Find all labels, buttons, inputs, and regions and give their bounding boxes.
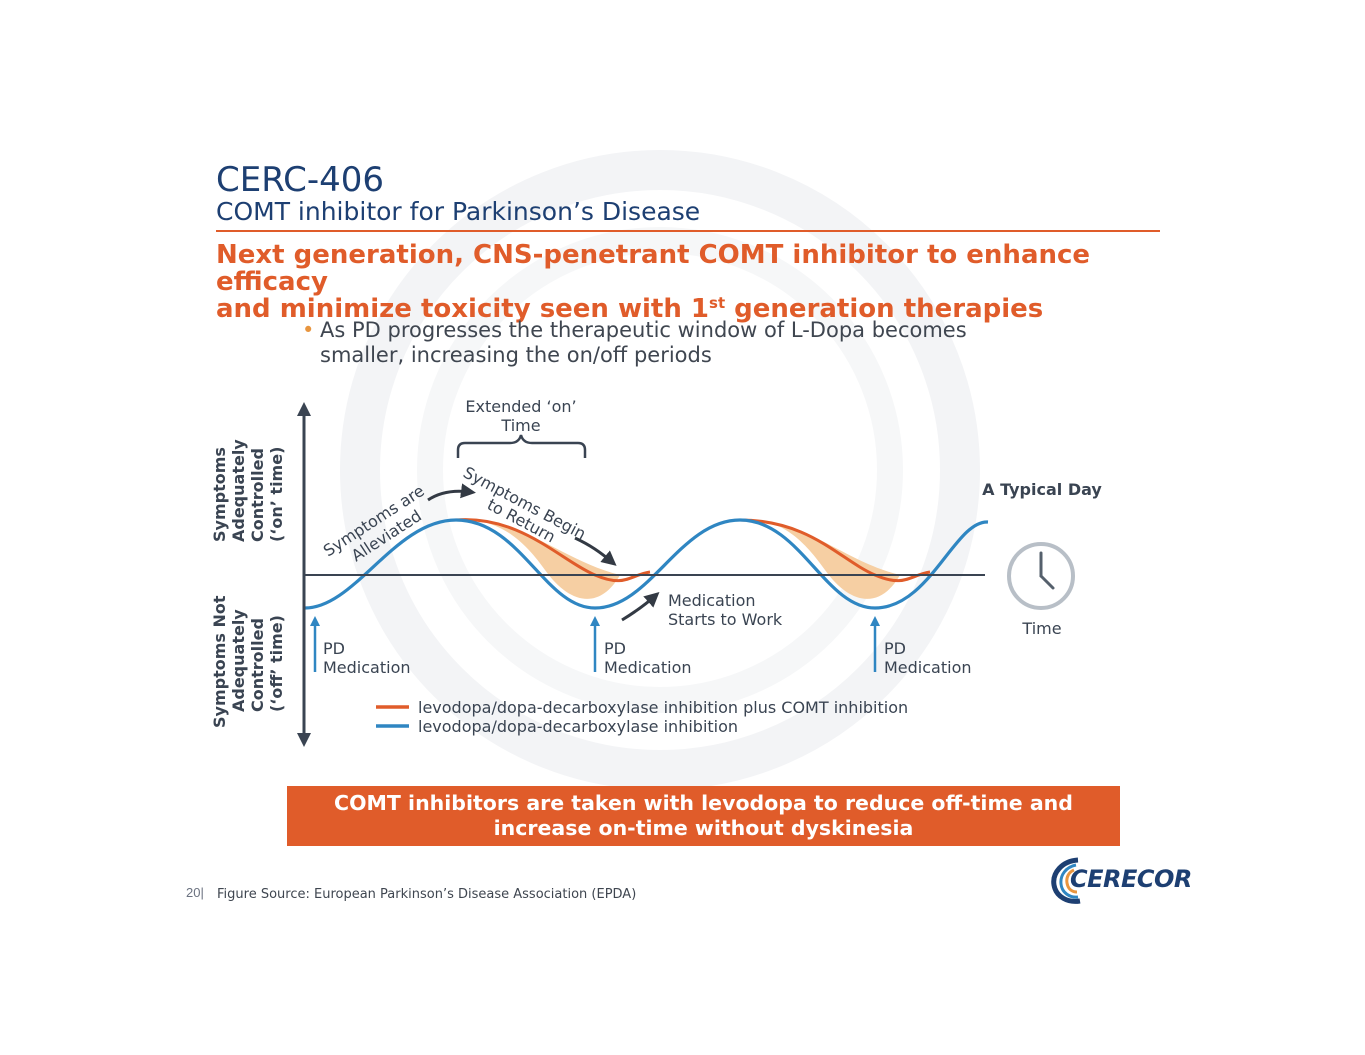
conclusion-banner: COMT inhibitors are taken with levodopa … bbox=[287, 786, 1120, 846]
bullet-glyph: • bbox=[302, 318, 315, 342]
svg-text:Extended ‘on’: Extended ‘on’ bbox=[465, 397, 576, 416]
headline-line-2: and minimize toxicity seen with 1st gene… bbox=[216, 294, 1044, 324]
svg-text:Medication: Medication bbox=[884, 658, 972, 677]
typical-day-label: A Typical Day bbox=[982, 480, 1102, 499]
time-label: Time bbox=[1021, 619, 1061, 638]
svg-text:Adequately: Adequately bbox=[229, 609, 248, 712]
extended-on-area-2 bbox=[740, 520, 900, 599]
svg-text:Symptoms: Symptoms bbox=[210, 447, 229, 542]
bullet-line-1: As PD progresses the therapeutic window … bbox=[320, 318, 967, 342]
y-axis-off-label: Symptoms Not Adequately Controlled (‘off… bbox=[210, 595, 286, 728]
pd-medication-callout-3: PD Medication bbox=[870, 616, 972, 677]
legend-label-levodopa: levodopa/dopa-decarboxylase inhibition bbox=[418, 717, 738, 736]
return-arrow-icon bbox=[574, 536, 617, 566]
legend-label-comt: levodopa/dopa-decarboxylase inhibition p… bbox=[418, 698, 908, 717]
slide-title: CERC-406 bbox=[216, 160, 385, 200]
background-watermark bbox=[340, 150, 980, 790]
pd-medication-callout-2: PD Medication bbox=[590, 616, 692, 677]
headline: Next generation, CNS-penetrant COMT inhi… bbox=[216, 242, 1176, 323]
starts-work-arrow-icon bbox=[621, 591, 660, 622]
svg-text:Medication: Medication bbox=[323, 658, 411, 677]
banner-line-1: COMT inhibitors are taken with levodopa … bbox=[334, 791, 1073, 815]
svg-text:(‘on’ time): (‘on’ time) bbox=[267, 447, 286, 542]
pd-medication-callout-1: PD Medication bbox=[310, 616, 411, 677]
slide-subtitle: COMT inhibitor for Parkinson’s Disease bbox=[216, 197, 701, 226]
symptoms-alleviated-label: Symptoms are Alleviated bbox=[320, 481, 428, 565]
svg-text:Time: Time bbox=[500, 416, 540, 435]
title-divider bbox=[216, 230, 1160, 232]
page-number: 20| bbox=[186, 885, 204, 900]
svg-text:(‘off’ time): (‘off’ time) bbox=[267, 615, 286, 712]
clock-icon bbox=[1007, 542, 1075, 610]
svg-text:PD: PD bbox=[604, 639, 626, 658]
legend: levodopa/dopa-decarboxylase inhibition p… bbox=[376, 698, 908, 736]
svg-text:Controlled: Controlled bbox=[248, 618, 267, 712]
extended-on-bracket bbox=[456, 434, 587, 458]
svg-text:PD: PD bbox=[884, 639, 906, 658]
extended-on-label: Extended ‘on’ Time bbox=[465, 397, 576, 435]
medication-starts-label: Medication Starts to Work bbox=[668, 591, 783, 629]
alleviated-arrow-icon bbox=[427, 483, 476, 502]
axis-arrow-up-icon bbox=[297, 402, 311, 416]
logo-swoosh-icon bbox=[1051, 857, 1081, 904]
y-axis-on-label: Symptoms Adequately Controlled (‘on’ tim… bbox=[210, 439, 286, 542]
banner-line-2: increase on-time without dyskinesia bbox=[493, 816, 914, 840]
svg-text:Symptoms Not: Symptoms Not bbox=[210, 595, 229, 728]
headline-line-1: Next generation, CNS-penetrant COMT inhi… bbox=[216, 240, 1091, 297]
svg-text:PD: PD bbox=[323, 639, 345, 658]
levodopa-curve bbox=[304, 518, 989, 610]
bullet-point: • As PD progresses the therapeutic windo… bbox=[302, 318, 1062, 368]
svg-text:Adequately: Adequately bbox=[229, 439, 248, 542]
svg-text:Medication: Medication bbox=[668, 591, 756, 610]
figure-source: Figure Source: European Parkinson’s Dise… bbox=[217, 887, 637, 902]
svg-text:Medication: Medication bbox=[604, 658, 692, 677]
svg-text:Controlled: Controlled bbox=[248, 448, 267, 542]
extended-on-area-1 bbox=[456, 519, 620, 599]
svg-text:Starts to Work: Starts to Work bbox=[668, 610, 783, 629]
logo-text: CERECOR bbox=[1070, 865, 1192, 893]
axis-arrow-down-icon bbox=[297, 733, 311, 747]
levodopa-comt-curve bbox=[455, 518, 931, 583]
cerecor-logo: CERECOR bbox=[1050, 855, 1192, 905]
bullet-line-2: smaller, increasing the on/off periods bbox=[320, 343, 712, 367]
